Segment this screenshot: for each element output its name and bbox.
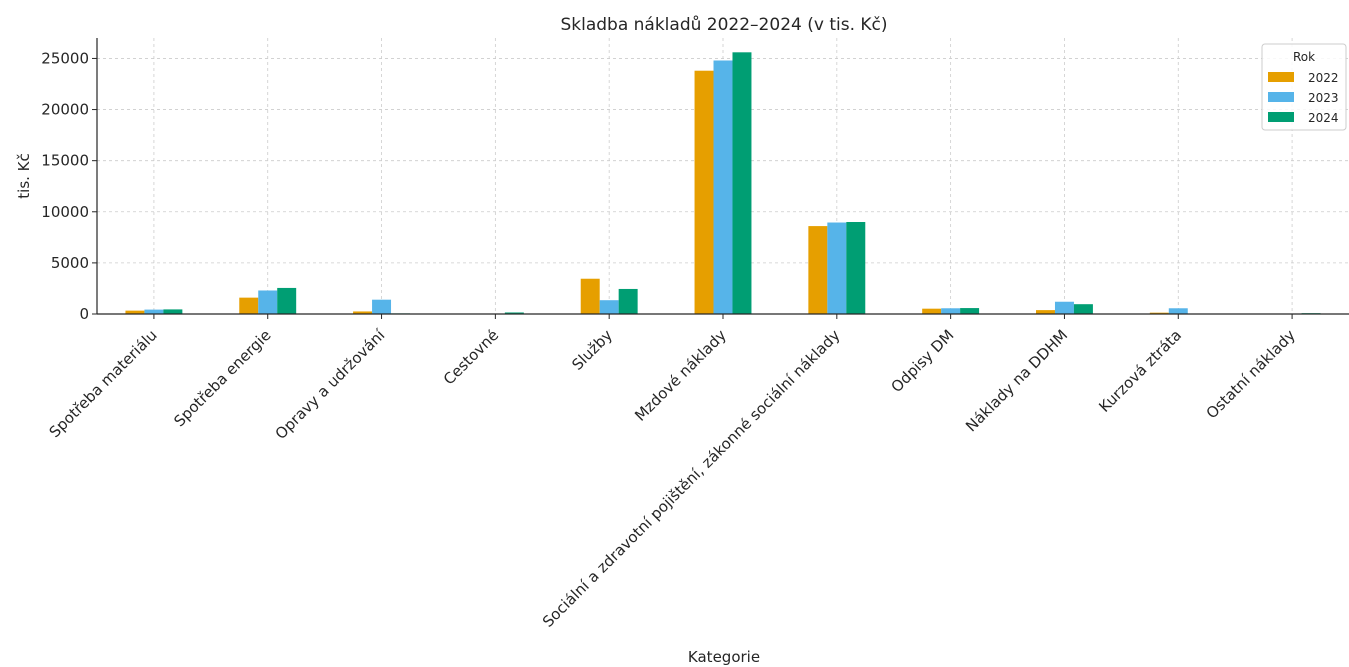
y-tick-label: 5000	[51, 254, 89, 272]
bar-2022	[1149, 312, 1169, 314]
legend-swatch-2024	[1268, 112, 1294, 122]
x-tick-label: Kurzová ztráta	[1095, 326, 1185, 416]
bar-2023	[1054, 301, 1074, 314]
bar-2022	[353, 311, 373, 314]
x-tick-label: Spotřeba energie	[170, 326, 274, 430]
legend-title: Rok	[1293, 50, 1315, 64]
bar-2023	[144, 309, 164, 314]
y-tick-label: 10000	[41, 203, 89, 221]
bar-2023	[1168, 308, 1188, 314]
bar-2022	[808, 226, 828, 314]
bar-2023	[599, 300, 619, 314]
bar-2024	[846, 222, 866, 314]
x-axis-label: Kategorie	[688, 648, 760, 666]
bar-2022	[239, 297, 259, 314]
bar-2022	[1036, 310, 1055, 314]
bar-2022	[922, 308, 942, 314]
x-tick-label: Služby	[568, 326, 616, 374]
chart-title: Skladba nákladů 2022–2024 (v tis. Kč)	[560, 15, 887, 35]
x-tick-label: Opravy a udržování	[272, 326, 389, 443]
bar-2023	[713, 60, 733, 314]
legend-frame	[1261, 43, 1347, 131]
bar-2024	[277, 287, 297, 314]
y-axis-ticks: 0 5000 10000 15000 20000 25000	[41, 49, 97, 323]
legend-swatch-2023	[1268, 92, 1294, 102]
y-tick-label: 25000	[41, 49, 89, 67]
x-tick-label: Náklady na DDHM	[962, 326, 1071, 435]
bar-2023	[827, 222, 847, 314]
bar-2024	[163, 309, 183, 314]
bar-2024	[732, 52, 752, 315]
legend: Rok 2022 2023 2024	[1261, 43, 1347, 131]
legend-label-2022: 2022	[1308, 71, 1339, 85]
bar-2024	[504, 312, 524, 314]
y-axis-label: tis. Kč	[15, 153, 33, 198]
y-tick-label: 15000	[41, 152, 89, 170]
x-tick-label: Odpisy DM	[887, 326, 957, 396]
bar-2023	[258, 290, 278, 314]
x-tick-label: Cestovné	[440, 326, 502, 388]
bar-2022	[125, 310, 145, 314]
legend-label-2023: 2023	[1308, 91, 1339, 105]
x-tick-label: Spotřeba materiálu	[46, 326, 161, 441]
bar-2024	[1073, 304, 1093, 314]
bar-2024	[618, 288, 638, 314]
x-tick-label: Ostatní náklady	[1203, 326, 1299, 422]
legend-label-2024: 2024	[1308, 111, 1339, 125]
bars	[125, 52, 1321, 315]
bar-2022	[694, 70, 714, 314]
y-tick-label: 0	[79, 305, 89, 323]
y-tick-label: 20000	[41, 101, 89, 119]
legend-swatch-2022	[1268, 72, 1294, 82]
bar-2023	[941, 308, 961, 314]
bar-2024	[960, 308, 980, 314]
x-axis-ticks: Spotřeba materiálu Spotřeba energieOpravy…	[46, 314, 1299, 631]
bar-2022	[580, 278, 600, 314]
bar-2023	[372, 299, 392, 314]
x-tick-label: Mzdové náklady	[631, 326, 730, 425]
